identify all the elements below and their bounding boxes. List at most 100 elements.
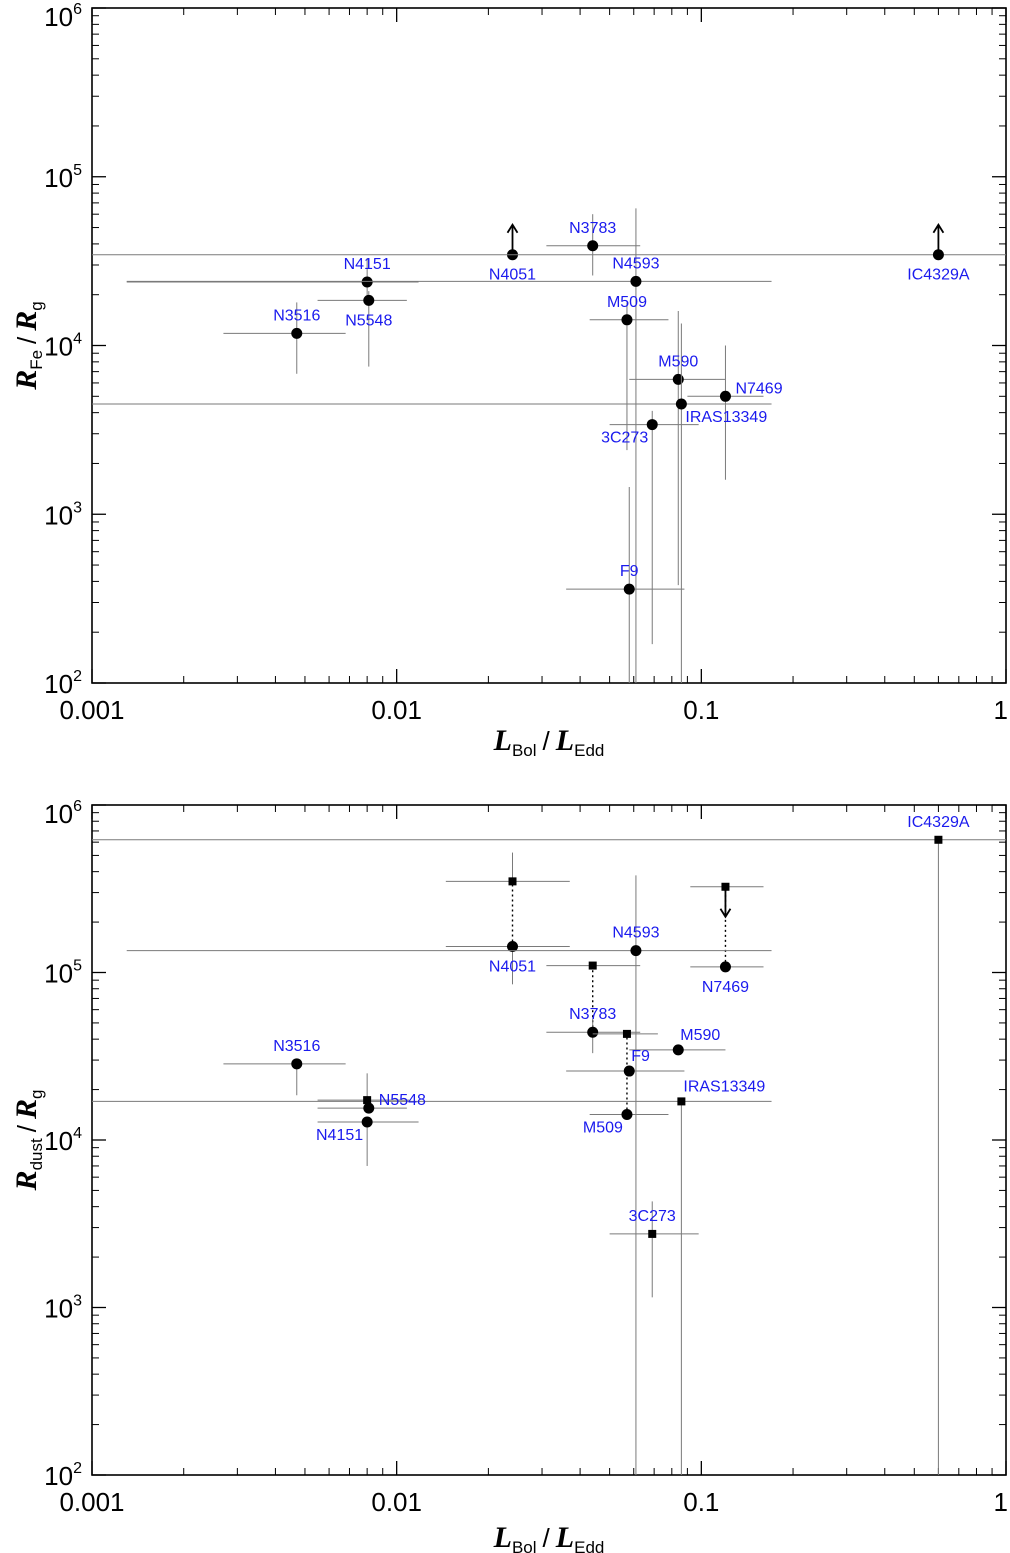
x-axis-title: LBol / LEdd (493, 1521, 605, 1553)
point-label: M590 (658, 353, 698, 370)
data-point-m590: M590 (629, 1027, 726, 1056)
circle-marker (672, 373, 684, 385)
point-label: 3C273 (601, 430, 648, 447)
point-label: N7469 (735, 380, 782, 397)
point-label: IRAS13349 (683, 1078, 765, 1095)
data-point-ic4329a: IC4329A (92, 223, 1006, 284)
data-point-m509: M509 (589, 294, 669, 451)
x-tick-label: 0.001 (59, 695, 124, 725)
y-tick-label: 105 (44, 162, 82, 193)
data-point-m509: M509 (583, 1108, 669, 1136)
circle-marker (623, 583, 635, 595)
data-point-n7469: N7469 (687, 345, 783, 480)
point-label: IC4329A (907, 267, 970, 284)
point-label: N4151 (344, 256, 391, 273)
point-label: IC4329A (907, 814, 970, 831)
x-tick-label: 1 (994, 695, 1008, 725)
data-point-n4593: N4593 (126, 208, 772, 683)
data-point-n3783: N3783 (546, 214, 641, 276)
y-tick-label: 102 (44, 1460, 82, 1491)
data-point-3c273: 3C273 (601, 410, 699, 645)
point-label: 3C273 (629, 1208, 676, 1225)
data-point-f9: F9 (566, 487, 685, 683)
point-label: M590 (680, 1027, 720, 1044)
circle-marker (719, 961, 731, 973)
point-label: N3783 (569, 1006, 616, 1023)
x-tick-label: 1 (994, 1487, 1008, 1517)
point-label: N3783 (569, 220, 616, 237)
circle-marker (291, 1058, 303, 1070)
circle-marker (507, 940, 519, 952)
y-tick-label: 104 (44, 1125, 82, 1156)
data-point-iras13349: IRAS13349 (92, 1078, 772, 1475)
point-label: N4593 (612, 925, 659, 942)
square-marker (934, 835, 943, 844)
circle-marker (623, 1065, 635, 1077)
circle-marker (363, 294, 375, 306)
data-point-iras13349: IRAS13349 (92, 323, 772, 683)
data-point (317, 1073, 410, 1105)
circle-marker (719, 390, 731, 402)
square-marker (721, 882, 730, 891)
y-tick-label: 106 (44, 1, 82, 32)
data-point (690, 882, 764, 919)
x-tick-label: 0.1 (683, 695, 719, 725)
circle-marker (646, 419, 658, 431)
circle-marker (363, 1102, 375, 1114)
y-axis-title: Rdust/Rg (10, 1090, 46, 1192)
bottom-panel: 0.001 0.01 0.1 1 102 103 104 105 106 LBol / LEdd Rdu… (10, 798, 1008, 1553)
point-label: F9 (620, 563, 639, 580)
square-marker (648, 1229, 657, 1238)
point-label: F9 (631, 1048, 650, 1065)
circle-marker (587, 240, 599, 252)
circle-marker (621, 314, 633, 326)
data-point-m590: M590 (629, 311, 726, 586)
square-marker (508, 877, 517, 886)
x-tick-label: 0.01 (371, 1487, 422, 1517)
x-tick-label: 0.001 (59, 1487, 124, 1517)
circle-marker (672, 1044, 684, 1056)
circle-marker (361, 276, 373, 288)
data-point (546, 961, 641, 970)
point-label: M509 (583, 1119, 623, 1136)
data-point (445, 852, 570, 886)
top-panel: 0.001 0.01 0.1 1 102 103 104 105 106 LBol / LEdd RFe… (10, 1, 1008, 760)
data-point-n4593: N4593 (126, 875, 772, 1475)
circle-marker (630, 945, 642, 957)
point-label: N5548 (345, 312, 392, 329)
point-label: IRAS13349 (685, 409, 767, 426)
point-label: N4051 (489, 267, 536, 284)
data-point-n4051: N4051 (489, 223, 536, 284)
circle-marker (587, 1026, 599, 1038)
data-point-n3783: N3783 (546, 1006, 641, 1054)
data-point-n4051: N4051 (445, 940, 570, 985)
data-point-3c273: 3C273 (609, 1201, 699, 1298)
y-tick-label: 103 (44, 499, 82, 530)
point-label: N7469 (702, 979, 749, 996)
square-marker (588, 961, 597, 970)
x-tick-label: 0.01 (371, 695, 422, 725)
data-point-n7469: N7469 (690, 961, 764, 996)
point-label: N3516 (273, 1038, 320, 1055)
x-axis-title: LBol / LEdd (493, 724, 605, 760)
data-point (592, 1029, 658, 1038)
data-point-f9: F9 (566, 1048, 685, 1077)
data-point-n4151: N4151 (316, 1116, 419, 1166)
y-tick-label: 102 (44, 668, 82, 699)
circle-marker (675, 398, 687, 410)
point-label: N3516 (273, 307, 320, 324)
circle-marker (361, 1116, 373, 1128)
lower-limit-arrowhead (506, 223, 519, 234)
point-label: N5548 (379, 1092, 426, 1109)
lower-limit-arrowhead (932, 223, 945, 234)
plot-frame (91, 7, 1007, 684)
point-label: M509 (607, 294, 647, 311)
square-marker (677, 1097, 686, 1106)
x-tick-label: 0.1 (683, 1487, 719, 1517)
square-marker (363, 1096, 372, 1105)
plot-frame (91, 804, 1007, 1476)
circle-marker (932, 249, 944, 261)
data-point-ic4329a: IC4329A (92, 814, 1006, 1475)
y-tick-label: 106 (44, 798, 82, 829)
